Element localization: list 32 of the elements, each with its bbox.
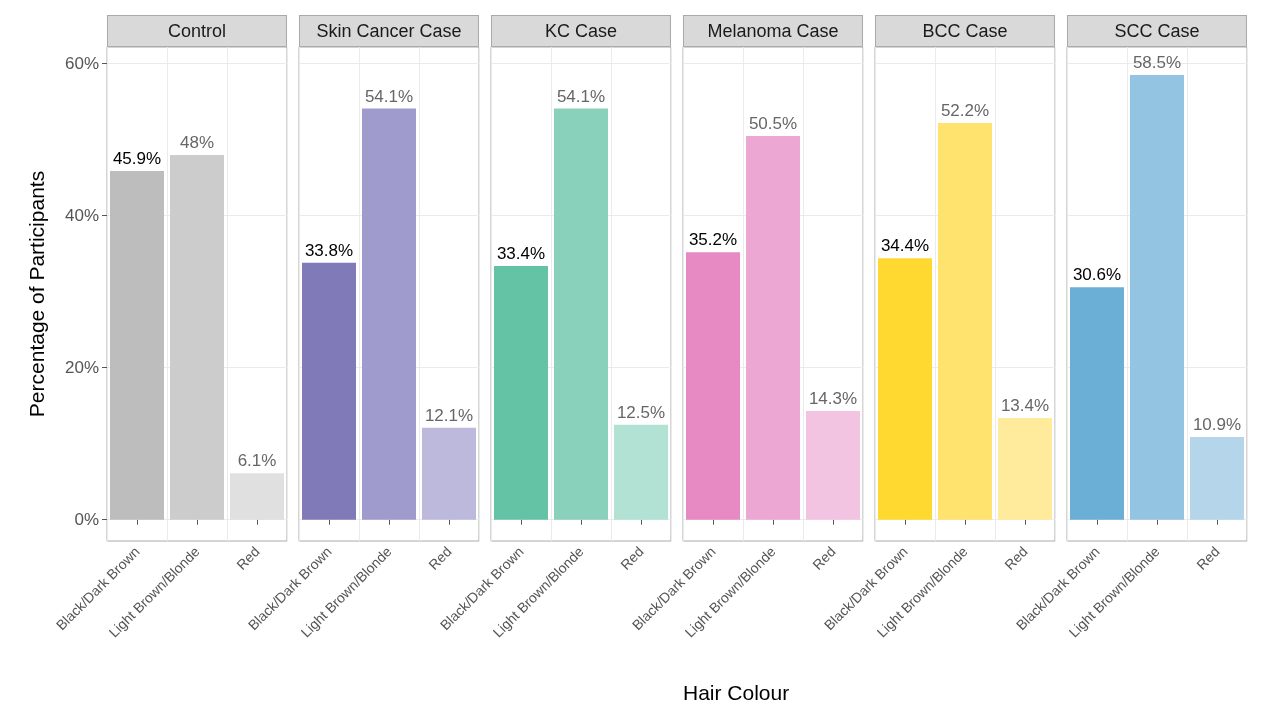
data-label: 34.4% bbox=[880, 236, 930, 256]
data-label: 6.1% bbox=[237, 451, 277, 471]
data-label: 50.5% bbox=[748, 113, 798, 133]
data-label: 33.4% bbox=[496, 243, 546, 263]
data-label: 52.2% bbox=[940, 101, 990, 120]
data-label: 45.9% bbox=[112, 148, 162, 168]
x-axis-title: Hair Colour bbox=[683, 681, 791, 705]
y-axis-title: Percentage of Participants bbox=[25, 170, 48, 418]
chart-title: Control bbox=[107, 15, 287, 47]
data-label: 12.5% bbox=[616, 402, 666, 422]
data-label: 33.8% bbox=[304, 240, 354, 260]
data-label: 10.9% bbox=[1192, 414, 1242, 434]
data-label: 13.4% bbox=[1000, 395, 1050, 415]
y-tick-label: 0% bbox=[74, 510, 99, 530]
chart-title: BCC Case bbox=[875, 15, 1055, 47]
chart-title: Skin Cancer Case bbox=[299, 15, 479, 47]
y-tick-label: 20% bbox=[64, 358, 99, 378]
data-label: 54.1% bbox=[364, 86, 414, 106]
chart-title: KC Case bbox=[491, 15, 671, 47]
data-label: 14.3% bbox=[808, 389, 858, 409]
data-label: 12.1% bbox=[424, 405, 474, 425]
data-label: 58.5% bbox=[1132, 53, 1182, 73]
chart-title: Melanoma Case bbox=[683, 15, 863, 47]
data-label: 54.1% bbox=[556, 86, 606, 106]
y-tick-label: 60% bbox=[64, 54, 99, 74]
data-label: 35.2% bbox=[688, 230, 738, 250]
data-label: 30.6% bbox=[1072, 265, 1122, 285]
bar bbox=[170, 154, 224, 520]
y-tick-label: 40% bbox=[64, 206, 99, 226]
data-label: 48% bbox=[179, 132, 215, 152]
bar bbox=[110, 170, 164, 520]
chart-title: SCC Case bbox=[1067, 15, 1247, 47]
